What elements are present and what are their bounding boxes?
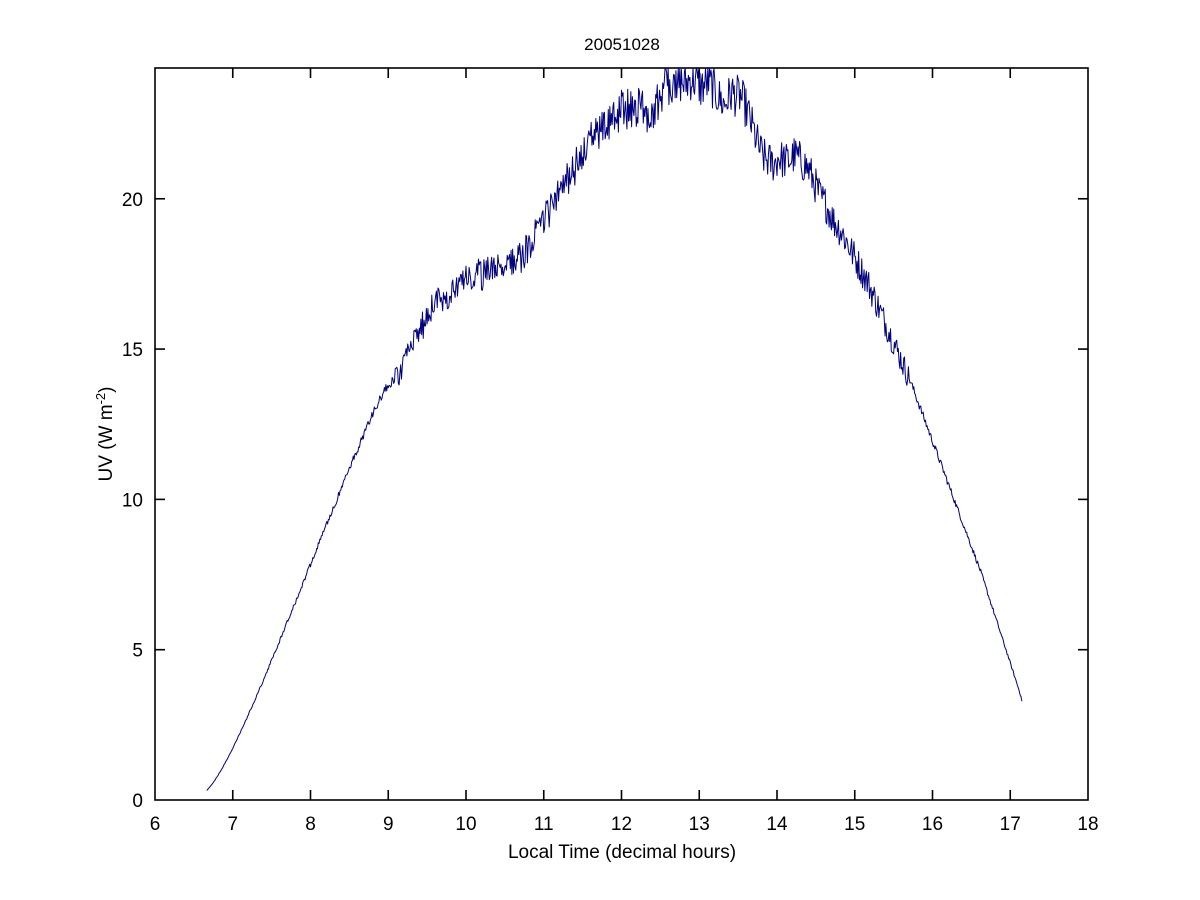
x-tick-label-8: 8 [305,814,316,835]
x-tick-label-11: 11 [534,814,554,835]
x-tick-label-7: 7 [227,814,238,835]
x-tick-label-18: 18 [1077,814,1098,835]
x-tick-label-13: 13 [689,814,710,835]
x-tick-label-12: 12 [611,814,632,835]
y-axis-title: UV (W m-2) [93,387,117,482]
y-axis-title-exponent: -2 [93,393,108,405]
data-series-group [206,67,1023,791]
y-tick-label-20: 20 [122,190,143,211]
x-axis-tick-labels: 6 7 8 9 10 11 12 13 14 15 16 17 18 [150,814,1099,835]
y-tick-label-5: 5 [132,641,143,662]
y-tick-label-10: 10 [122,490,143,511]
x-axis-title: Local Time (decimal hours) [508,842,736,863]
x-tick-label-16: 16 [922,814,943,835]
x-tick-label-14: 14 [766,814,788,835]
y-axis-ticks [155,197,1088,651]
x-tick-label-10: 10 [455,814,476,835]
y-axis-title-group: UV (W m-2) [93,387,117,482]
x-tick-label-9: 9 [383,814,394,835]
x-axis-ticks [231,68,1012,800]
y-tick-label-15: 15 [122,340,143,361]
y-axis-title-tail: ) [96,387,117,393]
x-tick-label-6: 6 [150,814,161,835]
y-tick-label-0: 0 [132,791,143,812]
chart-title: 20051028 [584,35,660,54]
data-line-0 [206,67,1023,791]
y-axis-title-main: UV (W m [96,404,117,481]
x-tick-label-15: 15 [844,814,865,835]
y-axis-tick-labels: 0 5 10 15 20 [122,190,143,812]
x-tick-label-17: 17 [1000,814,1021,835]
